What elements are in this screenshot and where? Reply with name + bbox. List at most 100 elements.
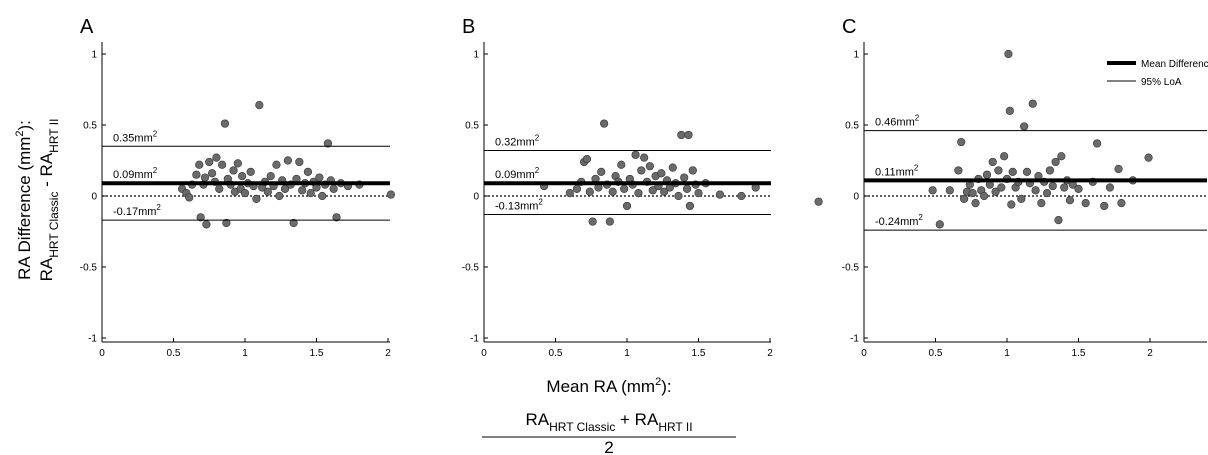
data-point	[617, 160, 626, 169]
data-point	[200, 173, 210, 182]
data-point	[229, 166, 238, 175]
data-point	[648, 186, 657, 195]
y-tick-label: -1	[850, 334, 859, 345]
data-point	[205, 157, 214, 167]
x-tick-label: 2	[1147, 348, 1153, 359]
mean-difference-label: 0.11mm2	[875, 163, 919, 178]
data-point	[660, 187, 669, 196]
data-point	[185, 193, 194, 202]
data-point	[272, 160, 281, 169]
data-point	[1008, 167, 1017, 176]
upper-loa-label: 0.32mm2	[495, 134, 540, 149]
y-tick-label: -1	[470, 334, 479, 345]
data-point	[1031, 186, 1040, 195]
y-tick-label: 0.5	[83, 121, 97, 132]
panel-a: A -1 -0.5 0 0.5 1 0 0.5 1 1.5 2 0.35mm2 0.09mm2 -0.17…	[80, 16, 395, 359]
data-point	[565, 189, 574, 198]
data-point	[1005, 106, 1014, 115]
legend-loa-label: 95% LoA	[1141, 77, 1182, 88]
data-point	[1054, 216, 1063, 225]
data-point	[215, 184, 224, 193]
data-point	[685, 201, 695, 211]
data-point	[640, 153, 649, 162]
data-point	[959, 194, 969, 203]
data-point	[688, 166, 697, 175]
x-tick-label: 1.5	[310, 348, 324, 359]
x-tick-label: 2	[385, 348, 391, 359]
data-point	[295, 157, 304, 167]
data-point	[1004, 49, 1013, 59]
x-axis-fraction-denominator: 2	[604, 438, 613, 455]
data-point	[1144, 153, 1153, 162]
x-tick-label: 0	[99, 348, 105, 359]
data-point	[332, 213, 341, 222]
data-point	[275, 191, 284, 201]
x-tick-label: 0.5	[167, 348, 181, 359]
data-point	[298, 186, 307, 195]
data-point	[585, 187, 594, 196]
data-point	[1042, 189, 1052, 198]
data-point	[1092, 139, 1102, 148]
x-tick-label: 0	[481, 348, 487, 359]
y-tick-label: 0	[853, 192, 859, 203]
data-point	[196, 213, 205, 222]
y-axis-label-line2: RAHRT Classic - RAHRT II	[37, 119, 61, 282]
data-point	[1017, 194, 1026, 203]
data-point	[582, 154, 592, 164]
x-axis-label: Mean RA (mm2): RAHRT Classic + RAHRT II …	[482, 376, 736, 455]
data-point	[645, 162, 654, 171]
data-point	[1057, 152, 1066, 161]
data-point	[1045, 166, 1054, 175]
data-point	[303, 167, 313, 176]
data-point	[1037, 199, 1046, 208]
lower-loa-label: -0.13mm2	[495, 197, 543, 212]
data-point	[694, 189, 703, 198]
data-point	[1117, 199, 1126, 208]
data-point	[991, 187, 1000, 196]
lower-loa-label: -0.17mm2	[113, 203, 161, 218]
data-point	[677, 130, 686, 140]
data-point	[255, 101, 264, 110]
data-point	[263, 187, 272, 196]
x-tick-label: 1	[1004, 348, 1010, 359]
data-point	[982, 170, 992, 179]
data-point	[1028, 99, 1037, 108]
data-point	[588, 217, 597, 226]
data-point	[1074, 184, 1083, 193]
data-point	[971, 199, 980, 208]
data-point	[1105, 183, 1115, 192]
data-point	[1081, 199, 1090, 208]
data-point	[1065, 196, 1075, 205]
panel-letter: C	[842, 16, 856, 38]
data-point	[737, 191, 746, 201]
data-point	[814, 197, 823, 206]
data-point	[218, 160, 227, 169]
data-point	[928, 186, 937, 195]
data-point	[680, 173, 689, 182]
x-tick-label: 1	[624, 348, 630, 359]
y-tick-label: -0.5	[80, 263, 98, 274]
data-point	[1022, 167, 1032, 176]
x-axis-fraction-numerator: RAHRT Classic + RAHRT II	[525, 410, 692, 434]
x-tick-label: 2	[767, 348, 773, 359]
y-tick-label: 0	[473, 192, 479, 203]
data-point	[954, 166, 963, 175]
data-point	[668, 163, 677, 172]
data-point	[715, 190, 725, 199]
data-point	[208, 169, 217, 178]
data-point	[997, 183, 1006, 192]
y-axis-label-line1: RA Difference (mm2):	[14, 120, 34, 280]
data-point	[968, 189, 977, 198]
data-point	[220, 119, 230, 128]
data-point	[195, 160, 204, 169]
data-point	[994, 166, 1003, 175]
panel-letter: A	[80, 16, 94, 38]
y-tick-label: 1	[853, 50, 859, 61]
upper-loa-label: 0.35mm2	[113, 129, 158, 144]
data-point	[620, 184, 629, 193]
data-point	[597, 167, 606, 176]
data-point	[1060, 183, 1069, 192]
data-point	[233, 159, 242, 168]
data-point	[1020, 122, 1029, 131]
y-tick-label: -0.5	[462, 263, 480, 274]
